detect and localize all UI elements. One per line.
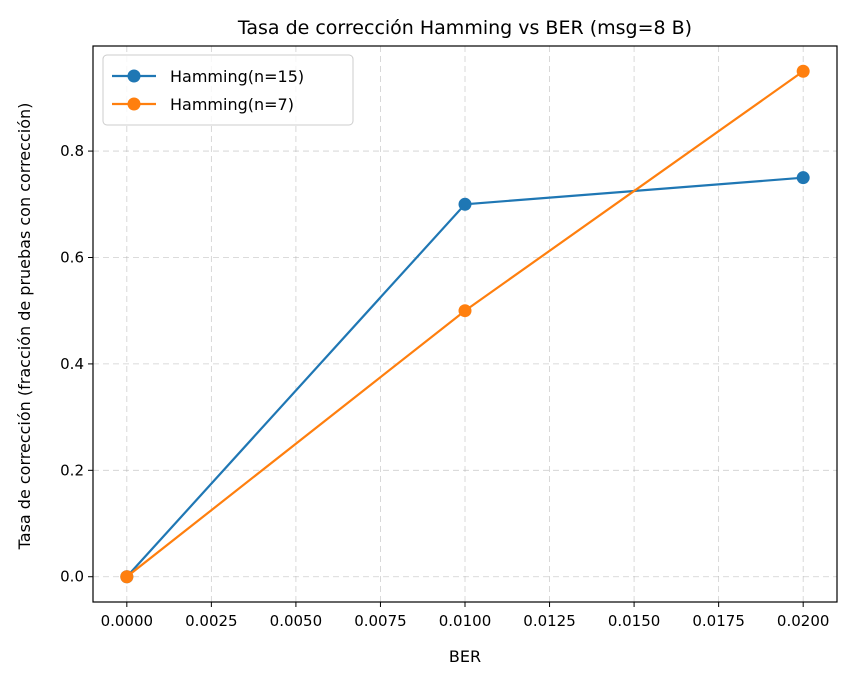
data-point bbox=[796, 171, 810, 185]
legend: Hamming(n=15) Hamming(n=7) bbox=[102, 54, 354, 126]
data-point bbox=[458, 197, 472, 211]
x-tick-label: 0.0075 bbox=[354, 612, 407, 630]
x-tick-label: 0.0150 bbox=[608, 612, 661, 630]
x-axis-label: BER bbox=[449, 647, 481, 666]
data-point bbox=[120, 570, 134, 584]
x-tick-label: 0.0025 bbox=[185, 612, 238, 630]
legend-label: Hamming(n=7) bbox=[170, 95, 294, 114]
legend-marker bbox=[127, 97, 141, 111]
y-tick-label: 0.8 bbox=[60, 142, 84, 160]
x-tick-label: 0.0050 bbox=[270, 612, 323, 630]
grid bbox=[93, 46, 837, 602]
y-tick-label: 0.2 bbox=[60, 461, 84, 479]
x-tick-label: 0.0000 bbox=[101, 612, 154, 630]
y-tick-label: 0.4 bbox=[60, 355, 84, 373]
series-layer bbox=[120, 64, 810, 584]
data-point bbox=[796, 64, 810, 78]
x-axis-ticks: 0.0000 0.0025 0.0050 0.0075 0.0100 0.0125 0.01… bbox=[101, 602, 830, 630]
x-tick-label: 0.0100 bbox=[439, 612, 492, 630]
x-tick-label: 0.0125 bbox=[523, 612, 576, 630]
chart-title: Tasa de corrección Hamming vs BER (msg=8… bbox=[237, 17, 692, 39]
y-tick-label: 0.0 bbox=[60, 568, 84, 586]
y-tick-label: 0.6 bbox=[60, 248, 84, 266]
legend-label: Hamming(n=15) bbox=[170, 67, 304, 86]
x-tick-label: 0.0200 bbox=[777, 612, 830, 630]
series-2 bbox=[120, 64, 810, 584]
data-point bbox=[458, 304, 472, 318]
legend-box bbox=[102, 54, 354, 126]
y-axis-ticks: 0.0 0.2 0.4 0.6 0.8 bbox=[60, 142, 93, 586]
y-axis-label: Tasa de corrección (fracción de pruebas … bbox=[15, 103, 34, 551]
x-tick-label: 0.0175 bbox=[692, 612, 745, 630]
legend-marker bbox=[127, 69, 141, 83]
